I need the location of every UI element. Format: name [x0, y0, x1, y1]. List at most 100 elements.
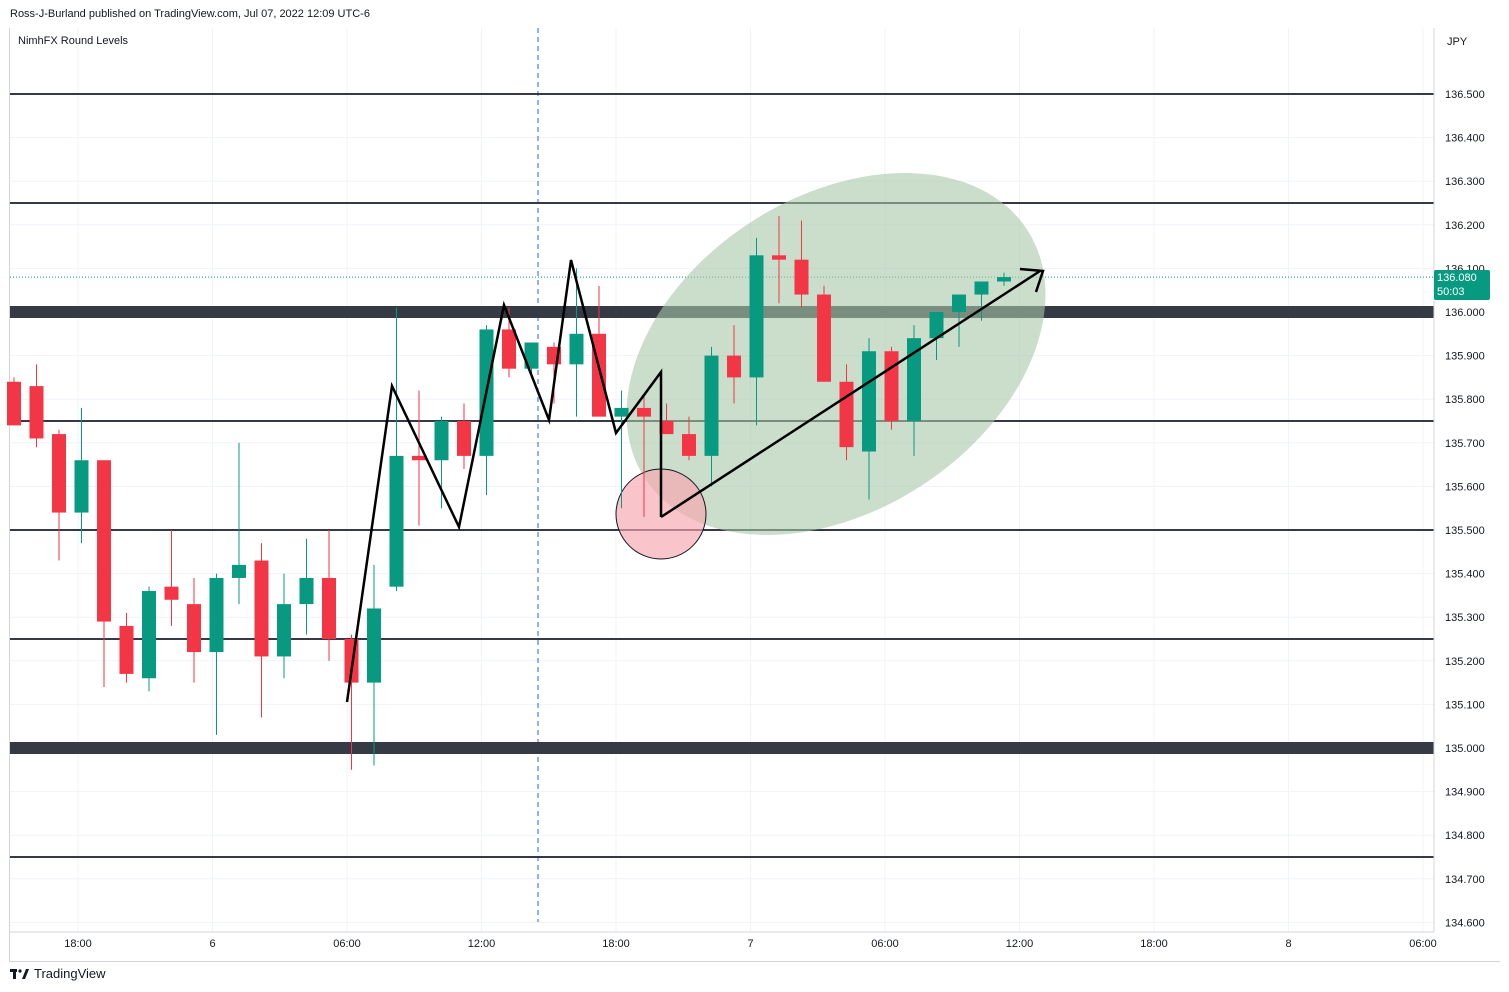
- price-axis: 136.500136.400136.300136.200136.100136.0…: [1433, 28, 1485, 932]
- candle-body: [209, 577, 224, 653]
- candle: [434, 416, 449, 509]
- candle-body: [142, 591, 156, 679]
- candle-body: [727, 355, 741, 378]
- price-tick-label: 135.500: [1445, 525, 1485, 537]
- candle-body: [704, 355, 719, 456]
- price-tick-label: 134.800: [1445, 830, 1485, 842]
- candle-body: [772, 255, 786, 260]
- candle-body: [277, 604, 291, 657]
- candle-body: [997, 277, 1011, 282]
- time-tick-label: 6: [209, 938, 215, 950]
- candle-body: [389, 455, 404, 587]
- publisher-line: Ross-J-Burland published on TradingView.…: [10, 8, 370, 20]
- price-tick-label: 136.400: [1445, 133, 1485, 145]
- candle: [299, 538, 314, 635]
- candle: [772, 216, 786, 304]
- indicator-label[interactable]: NimhFX Round Levels: [18, 35, 129, 47]
- candle-body: [569, 333, 584, 365]
- candle: [7, 377, 21, 426]
- price-tick-label: 134.900: [1445, 787, 1485, 799]
- candle-body: [52, 434, 66, 513]
- trend-arrow-head: [1019, 267, 1045, 293]
- time-tick-label: 06:00: [871, 938, 899, 950]
- drawing-annotations-back: [615, 173, 1046, 560]
- price-tick-label: 135.300: [1445, 612, 1485, 624]
- candle-body: [299, 577, 314, 605]
- candle-body: [884, 351, 899, 421]
- candle-body: [367, 608, 381, 683]
- price-tick-label: 135.700: [1445, 438, 1485, 450]
- price-tick-label: 135.000: [1445, 743, 1485, 755]
- round-level-band: [10, 742, 1434, 754]
- chart-frame: [9, 28, 1500, 962]
- candle: [659, 403, 674, 435]
- candle: [997, 272, 1011, 286]
- candle-body: [457, 421, 471, 456]
- last-price-value: 136.080: [1437, 272, 1477, 284]
- candle: [704, 346, 719, 487]
- candle: [637, 394, 651, 517]
- last-price-tag: 136.080 50:03: [1434, 270, 1490, 300]
- price-tick-label: 135.200: [1445, 656, 1485, 668]
- time-tick-label: 7: [747, 938, 753, 950]
- trend-ellipse: [626, 173, 1046, 535]
- candle-body: [232, 564, 246, 578]
- candle-body: [322, 577, 336, 639]
- candle: [412, 390, 426, 526]
- candle-body: [839, 381, 854, 448]
- candle-body: [682, 434, 696, 456]
- price-tick-label: 136.200: [1445, 220, 1485, 232]
- tradingview-logo-icon: [10, 968, 29, 979]
- candle: [232, 442, 246, 605]
- candle: [367, 564, 381, 766]
- candle: [74, 407, 89, 544]
- candle-body: [659, 421, 674, 435]
- candle-body: [952, 294, 966, 312]
- price-tick-label: 135.400: [1445, 569, 1485, 581]
- candle: [862, 338, 876, 500]
- candle: [457, 403, 471, 469]
- candle: [749, 237, 764, 426]
- time-tick-label: 8: [1285, 938, 1291, 950]
- price-tick-label: 135.600: [1445, 481, 1485, 493]
- candle: [614, 390, 629, 509]
- time-tick-label: 18:00: [1140, 938, 1168, 950]
- candle: [794, 220, 809, 308]
- candle-body: [929, 312, 944, 339]
- candle-body: [434, 421, 449, 461]
- candle-body: [97, 460, 111, 622]
- price-tick-label: 135.100: [1445, 699, 1485, 711]
- bar-countdown: 50:03: [1437, 286, 1465, 298]
- candle: [29, 364, 44, 448]
- candle-body: [7, 381, 21, 426]
- candle-body: [164, 586, 179, 600]
- candle: [389, 307, 404, 592]
- candle-body: [187, 604, 201, 653]
- candle: [682, 416, 696, 461]
- candle-body: [502, 329, 516, 369]
- candle: [727, 325, 741, 404]
- candle: [52, 429, 66, 561]
- candle: [142, 586, 156, 692]
- candle: [569, 268, 584, 417]
- candle-body: [524, 342, 539, 369]
- price-tick-label: 136.300: [1445, 176, 1485, 188]
- footer-brand[interactable]: TradingView: [10, 966, 106, 981]
- currency-label: JPY: [1447, 36, 1468, 48]
- price-tick-label: 134.700: [1445, 874, 1485, 886]
- time-tick-label: 06:00: [333, 938, 361, 950]
- candle-body: [974, 281, 989, 295]
- candle-body: [614, 407, 629, 417]
- time-tick-label: 06:00: [1409, 938, 1437, 950]
- time-tick-label: 18:00: [64, 938, 92, 950]
- drawing-annotations-front: [345, 259, 1045, 703]
- time-tick-label: 12:00: [1006, 938, 1034, 950]
- candle: [97, 460, 111, 687]
- time-tick-label: 12:00: [468, 938, 496, 950]
- candle-body: [119, 625, 134, 674]
- candle: [164, 530, 179, 626]
- candle-body: [794, 259, 809, 295]
- candle: [974, 281, 989, 321]
- price-tick-label: 135.900: [1445, 351, 1485, 363]
